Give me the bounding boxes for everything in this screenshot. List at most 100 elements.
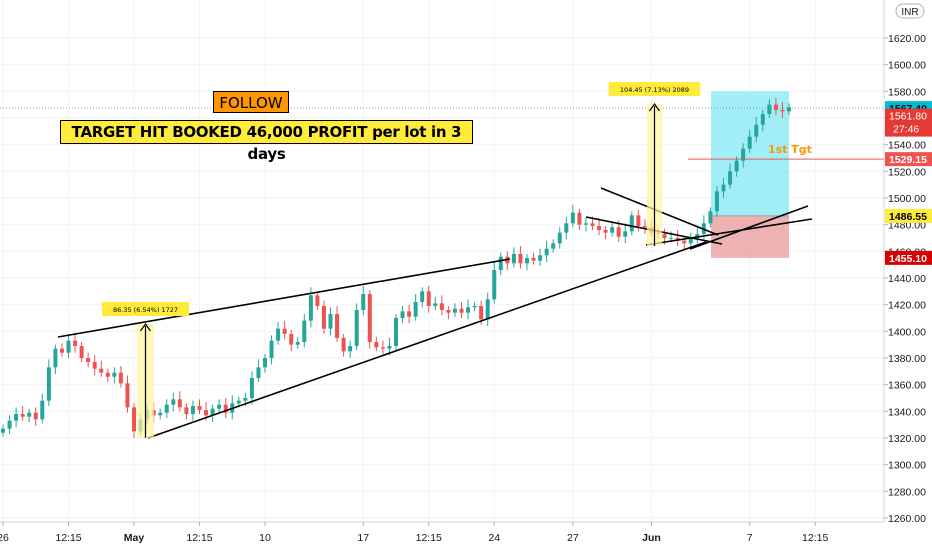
candle-body xyxy=(112,372,117,377)
candle-body xyxy=(466,307,471,313)
candle-body xyxy=(132,407,136,432)
candle-body xyxy=(544,248,549,256)
price-tick-label: 1420.00 xyxy=(888,300,926,312)
price-tick-label: 1380.00 xyxy=(888,353,926,365)
candle-body xyxy=(164,404,169,413)
trend-line xyxy=(147,241,707,439)
time-tick-label: 12:15 xyxy=(416,532,442,544)
time-tick-label: 7 xyxy=(747,532,753,544)
candle-body xyxy=(767,104,772,114)
candle-body xyxy=(623,231,628,237)
candle-body xyxy=(295,342,300,345)
candle-body xyxy=(40,400,45,420)
candle-body xyxy=(321,306,326,329)
candle-body xyxy=(217,404,222,409)
countdown-price: 1561.80 xyxy=(889,111,927,123)
candle-body xyxy=(682,240,687,244)
price-tick-label: 1500.00 xyxy=(888,193,926,205)
position-zones: 1st Tgt xyxy=(0,91,884,258)
candle-body xyxy=(564,223,569,233)
candle-body xyxy=(734,160,739,172)
price-tick-label: 1400.00 xyxy=(888,326,926,338)
candle-body xyxy=(27,412,32,417)
candle-body xyxy=(439,303,444,310)
candle-body xyxy=(33,412,38,420)
countdown-timer: 27:46 xyxy=(893,124,919,136)
first-target-tag: 1529.15 xyxy=(889,154,927,166)
candle-body xyxy=(773,104,778,110)
candle-body xyxy=(7,420,12,429)
price-tick-label: 1580.00 xyxy=(888,86,926,98)
candle-body xyxy=(177,399,182,408)
candle-body xyxy=(642,226,647,228)
candle-body xyxy=(485,299,490,320)
candle-body xyxy=(197,406,202,410)
candle-body xyxy=(79,346,84,358)
candle-body xyxy=(616,227,621,237)
candle-body xyxy=(256,367,261,378)
price-tick-label: 1520.00 xyxy=(888,166,926,178)
stop-tag: 1455.10 xyxy=(889,253,927,265)
candle-body xyxy=(46,367,51,401)
candle-body xyxy=(14,414,19,421)
candle-body xyxy=(20,414,25,417)
candle-body xyxy=(531,258,536,261)
candle-body xyxy=(747,136,752,149)
candle-body xyxy=(335,314,340,338)
price-tick-label: 1600.00 xyxy=(888,60,926,72)
candle-body xyxy=(557,232,562,244)
time-tick-label: 12:15 xyxy=(802,532,828,544)
candle-body xyxy=(243,398,248,401)
candle-body xyxy=(289,334,294,345)
time-tick-label: 17 xyxy=(357,532,369,544)
candle-body xyxy=(603,230,608,233)
candle-body xyxy=(223,404,228,413)
candle-body xyxy=(282,328,287,334)
candle-body xyxy=(590,223,595,226)
candle-body xyxy=(66,340,71,353)
candle-body xyxy=(662,234,667,238)
candle-body xyxy=(511,254,516,264)
candle-body xyxy=(577,212,582,225)
candle-body xyxy=(754,124,759,137)
measure-right-arrow-head xyxy=(649,102,660,112)
candle-body xyxy=(354,310,359,346)
currency-label: INR xyxy=(901,7,918,18)
price-tick-label: 1620.00 xyxy=(888,33,926,45)
candle-body xyxy=(99,368,104,373)
price-tick-label: 1540.00 xyxy=(888,140,926,152)
measure-right-label: 104.45 (7.13%) 2089 xyxy=(620,86,689,94)
candle-body xyxy=(105,372,110,377)
measure-left-label: 86.35 (6.54%) 1727 xyxy=(113,306,178,314)
candle-body xyxy=(341,338,346,352)
candle-body xyxy=(249,378,254,398)
trend-line xyxy=(689,205,809,250)
candle-body xyxy=(760,114,765,125)
candle-body xyxy=(86,358,91,362)
candle-body xyxy=(479,306,484,320)
candle-body xyxy=(728,171,733,185)
candle-body xyxy=(328,314,333,329)
candle-body xyxy=(721,184,726,192)
time-tick-label: 24 xyxy=(488,532,500,544)
time-tick-label: 12:15 xyxy=(55,532,81,544)
time-tick-label: 27 xyxy=(567,532,579,544)
entry-tag: 1486.55 xyxy=(889,211,927,223)
candle-body xyxy=(452,308,457,313)
time-tick-label: Jun xyxy=(642,532,661,544)
measure-left-arrow-head xyxy=(140,322,151,332)
candle-body xyxy=(367,294,372,342)
candle-body xyxy=(688,238,693,244)
candle-body xyxy=(92,362,97,369)
candle-body xyxy=(695,234,700,238)
candle-body xyxy=(597,226,602,230)
candle-body xyxy=(59,348,64,353)
price-axis-bg xyxy=(884,0,932,550)
measure-right-label-bg xyxy=(608,82,701,96)
measure-tools: 86.35 (6.54%) 1727 104.45 (7.13%) 2089 xyxy=(101,82,701,438)
candle-body xyxy=(708,211,713,224)
candle-body xyxy=(583,223,588,225)
candle-body xyxy=(498,256,503,270)
